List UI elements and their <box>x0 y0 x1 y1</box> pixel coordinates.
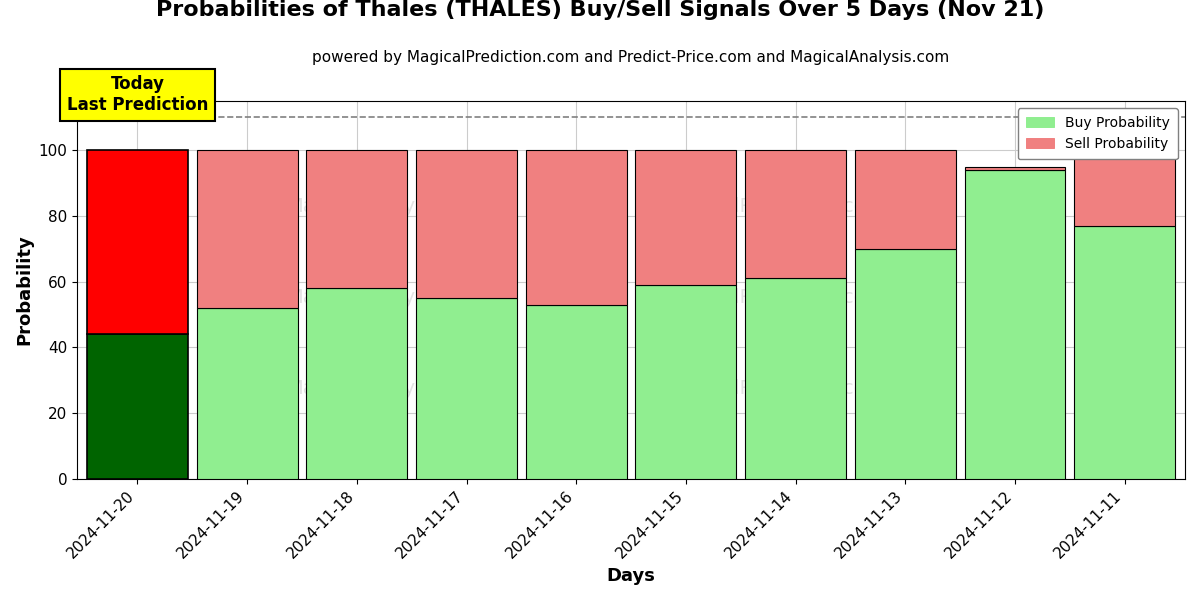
Bar <box>197 308 298 479</box>
Bar <box>1074 150 1175 226</box>
Bar <box>965 167 1066 170</box>
Y-axis label: Probability: Probability <box>14 235 32 345</box>
X-axis label: Days: Days <box>607 567 655 585</box>
Bar <box>197 150 298 308</box>
Bar <box>306 288 407 479</box>
Text: MagicalPrediction.com: MagicalPrediction.com <box>665 288 884 307</box>
Bar <box>416 298 517 479</box>
Text: MagicalAnalysis.com: MagicalAnalysis.com <box>286 197 488 216</box>
Bar <box>636 285 737 479</box>
Bar <box>88 150 188 334</box>
Bar <box>306 150 407 288</box>
Bar <box>636 150 737 285</box>
Bar <box>1074 226 1175 479</box>
Bar <box>416 150 517 298</box>
Bar <box>965 170 1066 479</box>
Text: MagicalAnalysis.com: MagicalAnalysis.com <box>286 379 488 398</box>
Text: Today
Last Prediction: Today Last Prediction <box>67 75 208 114</box>
Bar <box>745 278 846 479</box>
Bar <box>526 150 626 305</box>
Title: powered by MagicalPrediction.com and Predict-Price.com and MagicalAnalysis.com: powered by MagicalPrediction.com and Pre… <box>312 50 949 65</box>
Text: MagicalAnalysis.com: MagicalAnalysis.com <box>286 288 488 307</box>
Bar <box>88 334 188 479</box>
Bar <box>745 150 846 278</box>
Bar <box>854 249 955 479</box>
Text: Probabilities of Thales (THALES) Buy/Sell Signals Over 5 Days (Nov 21): Probabilities of Thales (THALES) Buy/Sel… <box>156 0 1044 20</box>
Text: MagicalPrediction.com: MagicalPrediction.com <box>665 379 884 398</box>
Bar <box>526 305 626 479</box>
Bar <box>854 150 955 249</box>
Legend: Buy Probability, Sell Probability: Buy Probability, Sell Probability <box>1018 108 1178 160</box>
Text: MagicalPrediction.com: MagicalPrediction.com <box>665 197 884 216</box>
